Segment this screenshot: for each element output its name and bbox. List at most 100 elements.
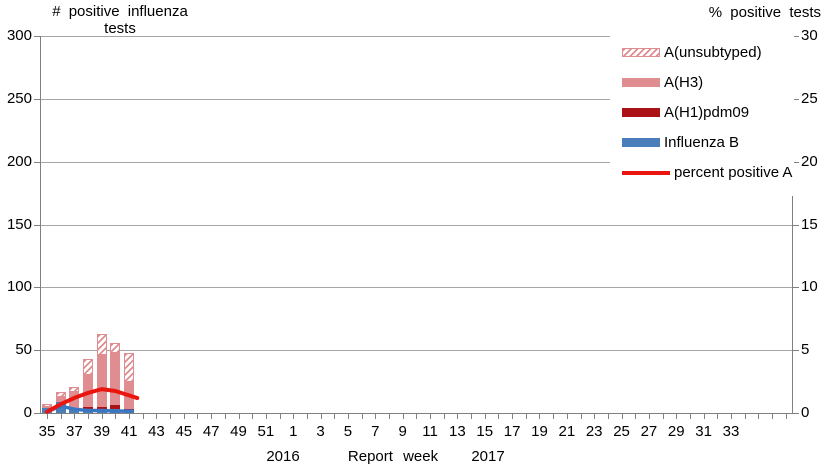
x-axis-tick — [731, 414, 732, 419]
x-axis-tick — [252, 414, 254, 419]
x-axis-label: 7 — [371, 423, 380, 440]
legend-swatch-a-h1-pdm09 — [622, 108, 660, 117]
legend-swatch-percent-positive-a — [622, 171, 670, 175]
gridline — [40, 350, 792, 352]
x-axis-tick — [320, 414, 322, 419]
bar-week-41-segment-a-h3- — [124, 381, 135, 410]
x-axis-tick — [607, 414, 609, 419]
bar-week-37-segment-a-h3- — [69, 391, 80, 408]
x-axis-label: 31 — [695, 423, 712, 440]
x-axis-line — [40, 413, 793, 414]
bar-week-37-segment-influenza-b — [69, 409, 80, 413]
x-axis-tick — [211, 414, 213, 419]
right-axis-line — [792, 36, 793, 413]
bar-week-40-segment-a-h3- — [110, 352, 121, 406]
x-axis-tick — [142, 414, 144, 419]
x-axis-tick — [402, 414, 404, 419]
bar-week-39-segment-influenza-b — [96, 410, 107, 413]
y-axis-label-left: 0 — [23, 404, 32, 421]
y-axis-label-left: 300 — [6, 27, 32, 44]
x-axis-tick — [416, 414, 418, 419]
x-axis-tick — [375, 414, 377, 419]
legend-label-a-unsubtyped-: A(unsubtyped) — [664, 44, 762, 61]
x-axis-tick — [170, 414, 172, 419]
legend-swatch-a-unsubtyped- — [622, 48, 660, 57]
left-axis-tick — [34, 413, 40, 414]
gridline — [40, 98, 792, 100]
legend-label-percent-positive-a: percent positive A — [674, 164, 793, 181]
left-axis-tick — [34, 350, 40, 352]
x-axis-label: 45 — [175, 423, 193, 440]
left-axis-tick — [34, 161, 40, 163]
x-axis-tick — [361, 414, 363, 419]
legend-item-percent-positive-a: percent positive A — [622, 164, 794, 181]
right-axis-tick — [793, 413, 799, 414]
x-axis-label: 15 — [476, 423, 494, 440]
y-axis-label-left: 100 — [6, 278, 32, 296]
y-axis-label-right: 30 — [801, 27, 818, 44]
legend-swatch-a-h3- — [622, 78, 660, 87]
bar-week-41-segment-influenza-b — [124, 410, 135, 413]
gridline — [40, 36, 792, 37]
legend-label-a-h3-: A(H3) — [664, 74, 704, 91]
bar-week-36-segment-a-h3- — [55, 396, 66, 402]
bar-week-38-segment-a-h1-pdm09 — [83, 406, 94, 410]
x-axis-tick — [224, 414, 226, 419]
x-axis-label: 9 — [398, 423, 407, 440]
year-label-2016: 2016 — [266, 448, 300, 465]
x-axis-tick — [238, 414, 240, 419]
legend-label-a-h1-pdm09: A(H1)pdm09 — [664, 104, 750, 121]
x-axis-tick — [156, 414, 158, 419]
x-axis-tick — [689, 414, 691, 419]
x-axis-label: 11 — [422, 423, 438, 440]
x-axis-tick — [772, 414, 774, 419]
bar-week-38-segment-a-unsubtyped- — [83, 358, 94, 376]
x-axis-tick — [115, 414, 117, 419]
x-axis-label: 41 — [120, 423, 138, 440]
right-axis-tick — [793, 98, 799, 100]
x-axis-label: 25 — [613, 423, 630, 440]
right-axis-tick — [793, 224, 799, 226]
y-axis-label-right: 0 — [801, 404, 810, 421]
legend: A(unsubtyped) A(H3) A(H1)pdm09 Influenza B p… — [610, 30, 794, 196]
bar-week-39-segment-a-unsubtyped- — [96, 333, 107, 356]
x-axis-tick — [197, 414, 199, 419]
year-label-2017: 2017 — [471, 448, 505, 465]
x-axis-label: 35 — [38, 423, 56, 440]
bar-week-35-segment-a-unsubtyped- — [42, 404, 52, 407]
legend-item-influenza-b: Influenza B — [622, 134, 794, 151]
x-axis-tick — [334, 414, 336, 419]
bar-week-35-segment-a-h3- — [42, 406, 52, 408]
x-axis-tick — [525, 414, 527, 419]
x-axis-tick — [717, 414, 719, 419]
gridline — [40, 224, 792, 226]
x-axis-tick — [457, 414, 459, 419]
x-axis-label: 1 — [289, 423, 298, 440]
left-axis-line — [40, 36, 41, 413]
bar-week-41-segment-a-h1-pdm09 — [124, 409, 135, 411]
y-axis-label-right: 5 — [801, 341, 810, 359]
bar-week-38-segment-influenza-b — [83, 409, 94, 413]
y-axis-label-right: 25 — [801, 89, 818, 107]
x-axis-tick — [594, 414, 596, 419]
x-axis-label: 19 — [531, 423, 548, 440]
left-axis-title: # positive influenza tests — [36, 3, 204, 37]
x-axis-label: 33 — [722, 423, 740, 440]
x-axis-label: 51 — [257, 423, 275, 440]
x-axis-label: 37 — [66, 423, 83, 440]
right-axis-tick — [793, 161, 799, 163]
bar-week-40-segment-a-h1-pdm09 — [110, 405, 121, 410]
bar-week-37-segment-a-unsubtyped- — [69, 386, 80, 392]
legend-swatch-influenza-b — [622, 138, 660, 147]
legend-label-influenza-b: Influenza B — [664, 134, 740, 151]
y-axis-label-left: 250 — [6, 89, 32, 107]
x-axis-tick — [744, 414, 746, 419]
x-axis-tick — [183, 414, 185, 419]
gridline — [40, 161, 792, 163]
y-axis-label-left: 50 — [15, 341, 32, 359]
left-axis-tick — [34, 36, 40, 37]
left-axis-tick — [34, 98, 40, 100]
x-axis-tick — [347, 414, 349, 419]
x-axis-label: 23 — [585, 423, 603, 440]
